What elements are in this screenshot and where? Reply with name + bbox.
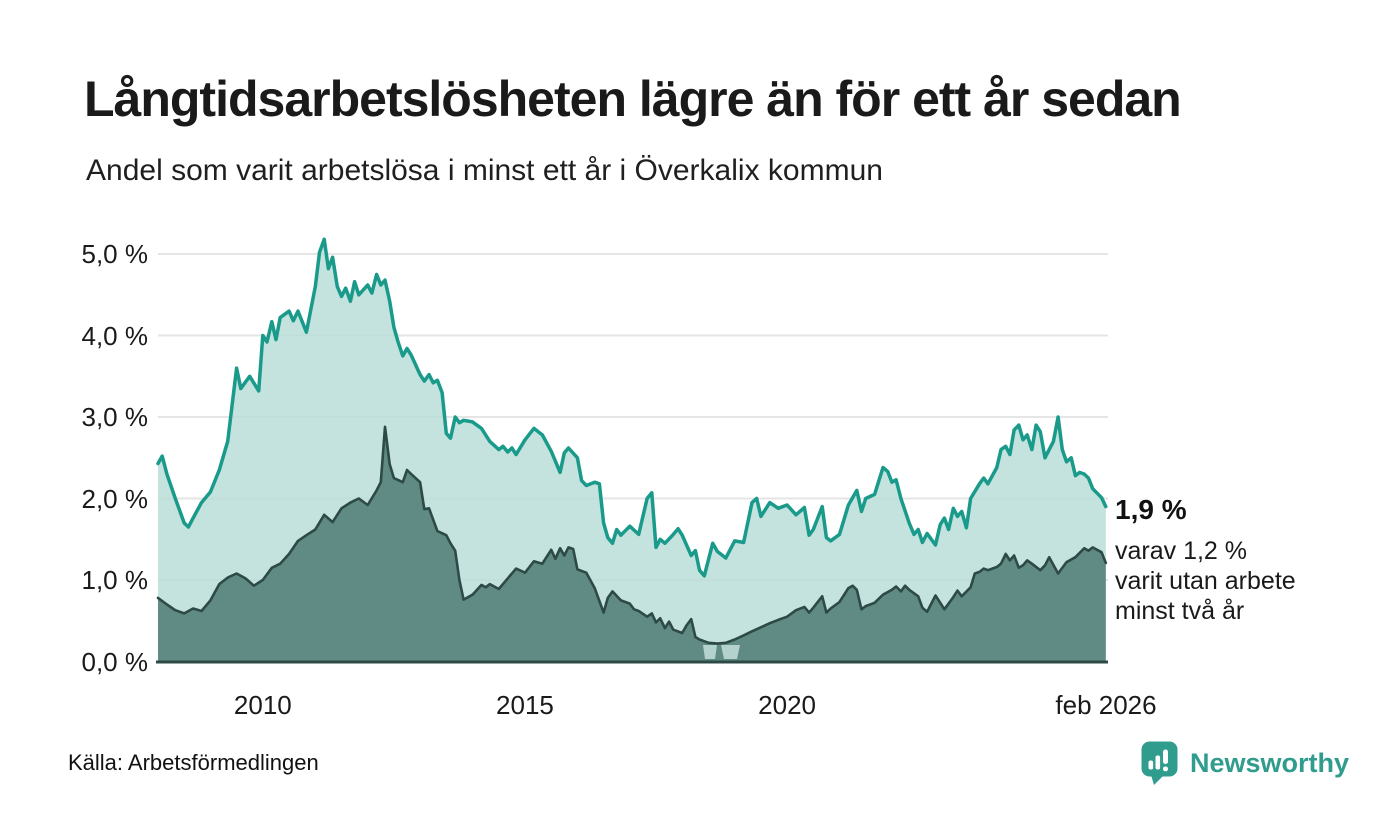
source-credit: Källa: Arbetsförmedlingen (68, 750, 319, 775)
y-axis-label: 3,0 % (81, 402, 149, 432)
series-lines (156, 237, 1108, 645)
chart-subtitle: Andel som varit arbetslösa i minst ett å… (86, 154, 883, 187)
annotation-line-1: varav 1,2 % (1115, 537, 1248, 565)
y-axis-label: 2,0 % (81, 483, 149, 514)
annotation-line-3: minst två år (1115, 597, 1245, 625)
newsworthy-logo: Newsworthy (1140, 740, 1349, 787)
y-axis-label: 0,0 % (81, 646, 149, 677)
chart-title: Långtidsarbetslösheten lägre än för ett … (84, 71, 1182, 127)
brand-name: Newsworthy (1190, 748, 1350, 778)
newsworthy-bar-chart-bubble-icon (1141, 741, 1178, 785)
y-axis-label: 5,0 % (81, 239, 149, 269)
y-axis-label: 4,0 % (81, 320, 149, 351)
x-axis-label: 2020 (758, 690, 817, 720)
x-axis-label: feb 2026 (1055, 690, 1157, 720)
end-value-annotation: 1,9 % varav 1,2 % varit utan arbete mins… (1115, 494, 1365, 626)
latest-value-label: 1,9 % (1115, 494, 1187, 525)
render-artifact-notches (703, 645, 740, 659)
y-axis-label: 1,0 % (81, 565, 149, 595)
annotation-line-2: varit utan arbete (1115, 567, 1296, 595)
x-axis-label: 2015 (496, 690, 554, 720)
x-axis-label: 2010 (233, 690, 292, 720)
area-fills (158, 239, 1106, 662)
